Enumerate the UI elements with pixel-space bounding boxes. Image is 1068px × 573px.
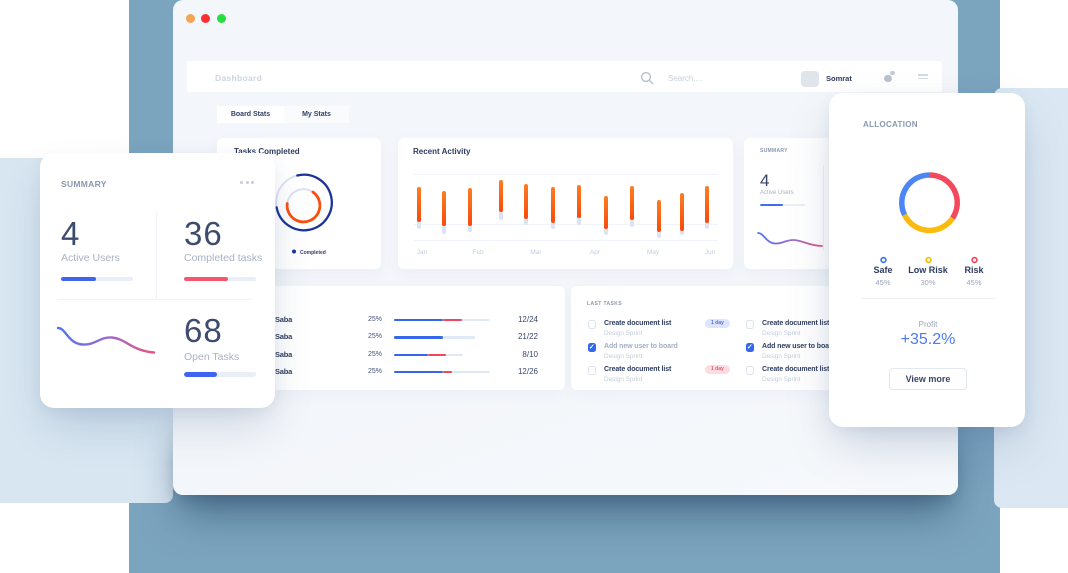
svg-text:Completed: Completed <box>300 250 326 256</box>
